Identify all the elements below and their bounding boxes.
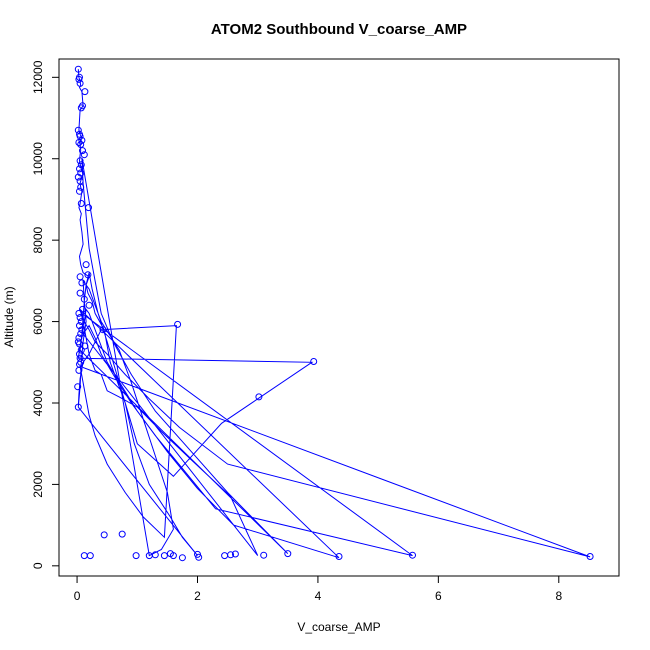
- data-point: [195, 553, 203, 561]
- data-point: [77, 318, 85, 326]
- data-point: [76, 273, 84, 281]
- series-line: [77, 69, 591, 559]
- data-point: [118, 530, 126, 538]
- data-point: [74, 403, 82, 411]
- data-point: [174, 320, 182, 328]
- data-point: [74, 65, 82, 73]
- data-point: [84, 271, 92, 279]
- marker-layer: [74, 65, 594, 562]
- data-point: [80, 295, 88, 303]
- data-point: [74, 173, 82, 181]
- x-axis: 0 2 4 6 8: [74, 576, 562, 603]
- chart-title: ATOM2 Southbound V_coarse_AMP: [211, 21, 467, 38]
- y-tick-label: 8000: [31, 226, 45, 253]
- series-layer: [77, 69, 591, 559]
- data-point: [586, 553, 594, 560]
- data-point: [85, 204, 92, 212]
- data-point: [227, 551, 235, 559]
- plot-frame: [58, 58, 620, 577]
- data-point: [76, 187, 83, 195]
- data-point: [255, 393, 263, 401]
- x-axis-label: V_coarse_AMP: [297, 620, 380, 634]
- data-point: [74, 126, 82, 134]
- y-tick-label: 10000: [31, 142, 45, 176]
- data-point: [160, 552, 168, 560]
- data-point: [79, 305, 86, 313]
- data-point: [77, 346, 85, 354]
- y-tick-label: 2000: [31, 471, 45, 498]
- data-point: [75, 309, 83, 317]
- data-point: [78, 279, 86, 287]
- x-tick-label: 6: [435, 589, 442, 603]
- x-tick-label: 2: [194, 589, 201, 603]
- data-point: [76, 314, 84, 321]
- data-point: [75, 366, 83, 374]
- data-point: [76, 289, 84, 297]
- data-point: [79, 147, 86, 155]
- y-tick-label: 6000: [31, 308, 45, 335]
- data-point: [77, 161, 85, 169]
- x-tick-label: 8: [555, 589, 562, 603]
- data-point: [169, 552, 177, 560]
- y-axis: 0 2000 4000 6000 8000 10000 12000: [31, 60, 59, 569]
- x-tick-label: 0: [74, 589, 81, 603]
- data-point: [77, 200, 85, 207]
- data-point: [76, 165, 83, 173]
- data-point: [78, 326, 86, 334]
- data-point: [132, 552, 140, 560]
- data-point: [75, 139, 83, 146]
- y-tick-label: 12000: [31, 60, 45, 94]
- data-point: [260, 551, 268, 559]
- data-point: [77, 104, 85, 112]
- data-point: [335, 553, 343, 560]
- data-point: [75, 75, 83, 83]
- data-point: [231, 550, 239, 558]
- data-point: [86, 552, 94, 560]
- data-point: [409, 551, 416, 559]
- data-point: [284, 550, 292, 558]
- data-point: [178, 554, 186, 562]
- data-point: [77, 141, 85, 148]
- data-point: [76, 350, 83, 358]
- data-point: [85, 301, 93, 309]
- data-point: [81, 88, 89, 96]
- data-point: [76, 79, 84, 87]
- data-point: [100, 531, 108, 539]
- data-point: [77, 330, 85, 338]
- data-point: [81, 342, 89, 350]
- y-tick-label: 4000: [31, 389, 45, 416]
- x-tick-label: 4: [315, 589, 322, 603]
- data-point: [310, 358, 318, 365]
- data-point: [151, 551, 159, 559]
- data-point: [80, 552, 88, 560]
- data-point: [82, 261, 90, 269]
- data-point: [99, 326, 107, 334]
- data-point: [221, 552, 229, 560]
- y-axis-label: Altitude (m): [2, 286, 16, 347]
- y-tick-label: 0: [31, 562, 45, 569]
- data-point: [77, 183, 85, 191]
- data-point: [80, 151, 88, 159]
- data-point: [76, 157, 84, 165]
- data-point: [74, 383, 82, 391]
